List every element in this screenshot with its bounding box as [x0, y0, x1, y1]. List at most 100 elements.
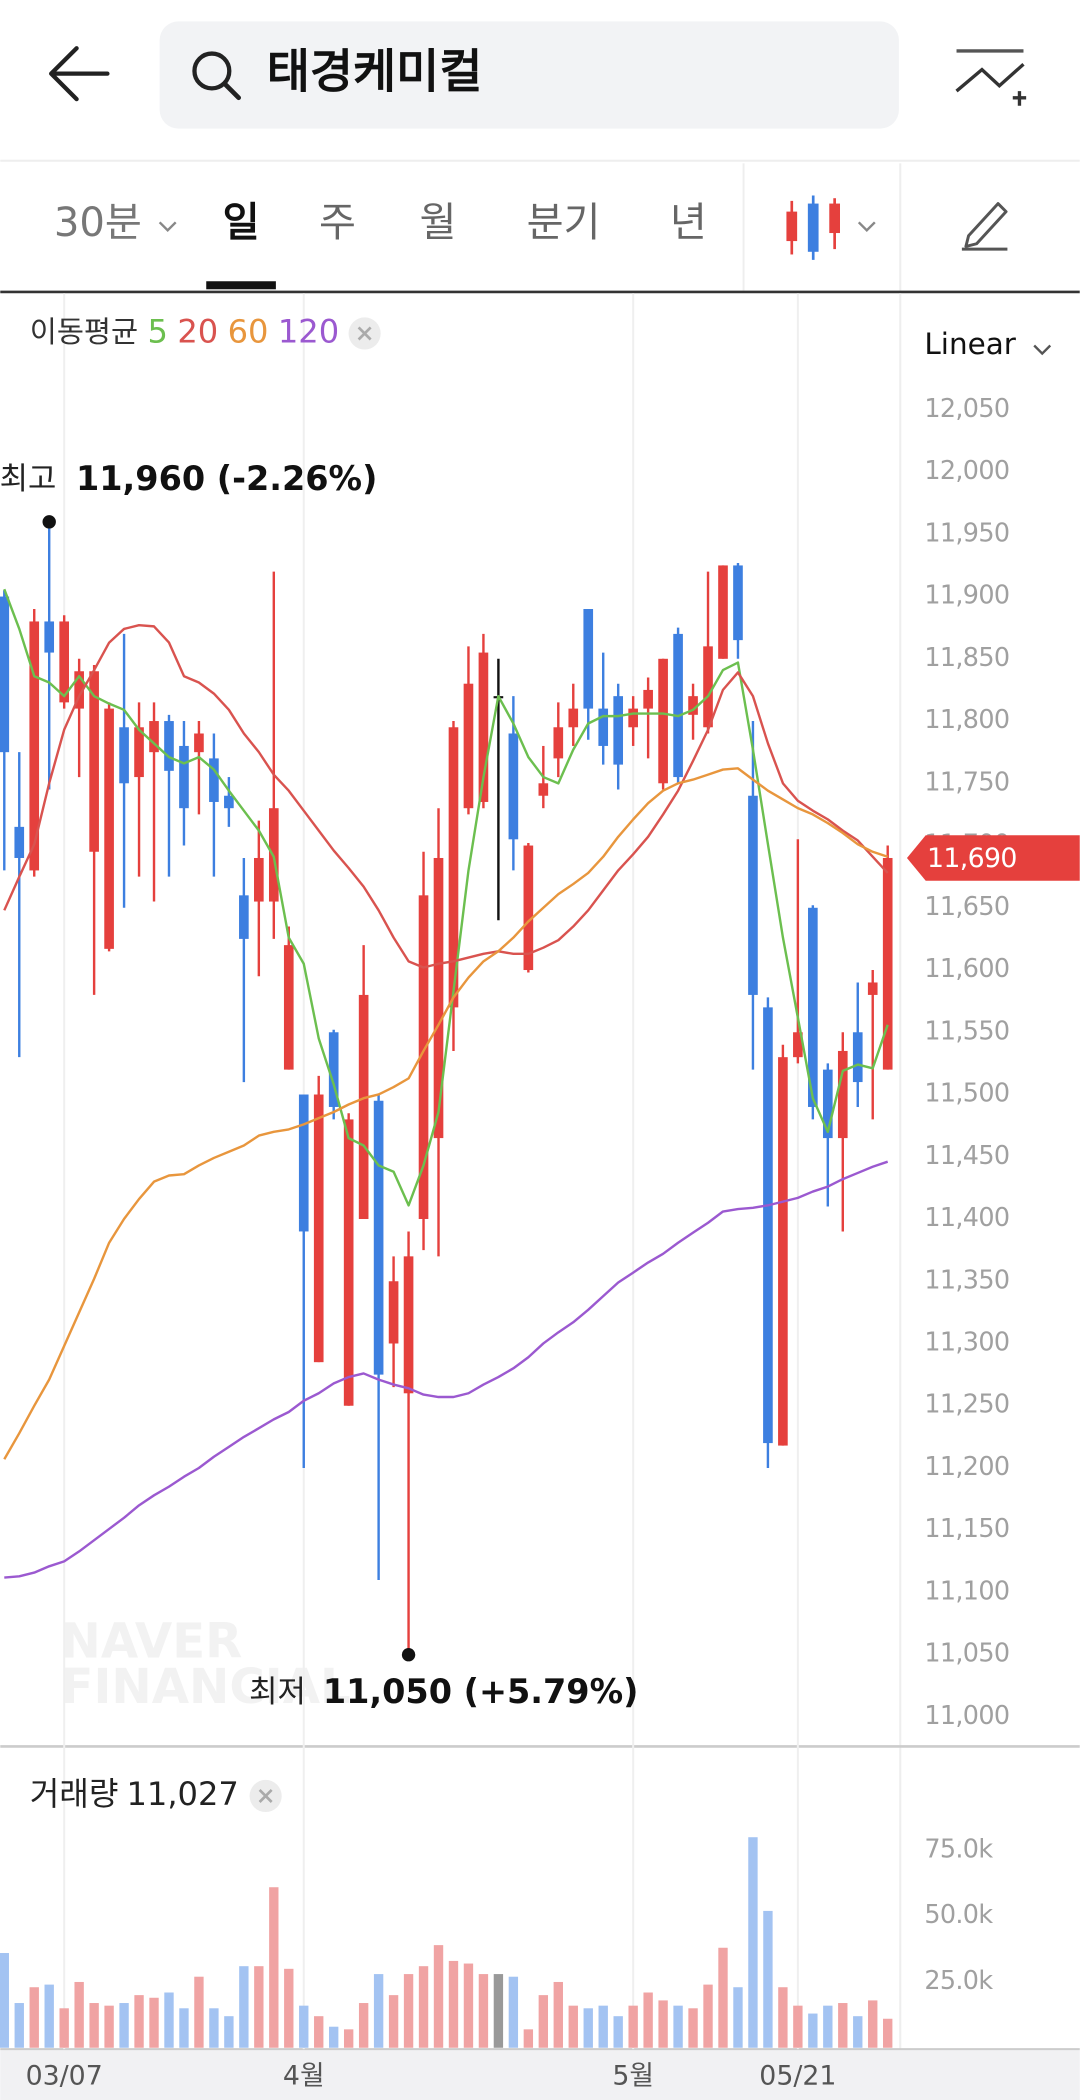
low-marker [401, 1648, 416, 1662]
volume-bar [373, 1974, 384, 2048]
candle-body [298, 1094, 309, 1232]
candle-body [478, 652, 489, 802]
close-icon [357, 326, 372, 341]
candle-body [418, 895, 429, 1220]
y-tick-label: 11,500 [924, 1078, 1009, 1108]
volume-bar [673, 2005, 683, 2048]
watermark: FINANCIAL [61, 1659, 351, 1715]
candle-body [822, 1069, 833, 1139]
candle-body [583, 609, 594, 709]
candle-body [149, 721, 159, 753]
candle-body [733, 565, 743, 641]
volume-bar [478, 1974, 489, 2048]
volume-bar [703, 1984, 713, 2048]
ma-line [4, 1160, 889, 1579]
stock-name: 태경케미컬 [267, 45, 483, 100]
candle-body [403, 1256, 414, 1394]
candle-body [703, 646, 713, 728]
candle-body [254, 857, 264, 902]
period-tab[interactable]: 월 [419, 200, 456, 246]
volume-bar [329, 2026, 339, 2048]
y-tick-label: 11,250 [924, 1389, 1009, 1419]
volume-bar [44, 1984, 54, 2048]
volume-bar [523, 2029, 534, 2048]
volume-bar [254, 1966, 264, 2048]
volume-bar [883, 2018, 893, 2048]
period-tabs: 30분 일 주 월 분기 년 [54, 200, 707, 290]
candle-body [104, 708, 114, 949]
period-tab[interactable]: 년 [670, 200, 707, 246]
period-tab[interactable]: 분기 [527, 200, 601, 246]
candle-body [283, 945, 294, 1070]
back-button[interactable] [49, 46, 110, 102]
period-tab[interactable]: 30분 [54, 200, 142, 246]
candle-body [194, 733, 204, 753]
x-tick-label: 4월 [283, 2061, 325, 2092]
candle-body [613, 696, 624, 765]
volume-bar [598, 2005, 608, 2048]
candle-body [29, 621, 40, 871]
candle-body [867, 982, 878, 995]
volume-bar [463, 1963, 474, 2048]
active-tab-underline [206, 281, 276, 290]
search-box[interactable] [159, 21, 899, 129]
y-tick-label: 11,900 [924, 580, 1009, 610]
scale-dropdown[interactable]: Linear [924, 327, 1052, 361]
x-tick-label: 05/21 [759, 2061, 836, 2092]
y-tick-label: 11,800 [924, 704, 1009, 734]
y-tick-label: 11,750 [924, 766, 1009, 796]
candle-body [763, 1007, 773, 1444]
candle-body [882, 857, 893, 1070]
candle-body [553, 727, 564, 759]
y-tick-label: 11,350 [924, 1264, 1009, 1294]
volume-bar [403, 1974, 414, 2048]
search-icon [192, 51, 242, 101]
candle-body [89, 671, 99, 852]
candle-body [837, 1050, 848, 1139]
legend-entry[interactable]: 20 [177, 312, 218, 350]
legend-entry[interactable]: 5 [147, 312, 167, 350]
candle-body [658, 658, 668, 784]
legend-entry[interactable]: 120 [278, 312, 339, 350]
volume-bar [763, 1910, 773, 2048]
volume-tick-label: 75.0k [924, 1833, 993, 1863]
low-label: 최저 [249, 1674, 306, 1710]
volume-bar [433, 1945, 444, 2048]
volume-bar [688, 2008, 698, 2048]
x-tick-label: 5월 [612, 2061, 654, 2092]
volume-bar [0, 1953, 9, 2048]
candle-body [778, 1057, 788, 1446]
candle-body [239, 895, 249, 939]
period-tab[interactable]: 일 [223, 200, 260, 246]
volume-bar [493, 1974, 504, 2048]
volume-bar [239, 1966, 249, 2048]
last-price-tag [906, 835, 1080, 881]
volume-bar [613, 2016, 623, 2048]
scale-label: Linear [924, 327, 1016, 361]
x-tick-label: 03/07 [26, 2061, 103, 2092]
volume-bar [59, 2008, 69, 2048]
compare-chart-button[interactable] [955, 49, 1027, 106]
candle-body [179, 745, 189, 809]
candle-body [852, 1032, 863, 1083]
candle-body [748, 795, 758, 995]
volume-bar [838, 2003, 848, 2048]
volume-bar [418, 1966, 429, 2048]
volume-bar [134, 1995, 144, 2048]
chart-style-button[interactable] [786, 195, 876, 260]
candle-body [598, 708, 609, 746]
y-tick-label: 12,000 [924, 455, 1009, 485]
draw-tool-button[interactable] [961, 202, 1008, 251]
volume-tick-label: 50.0k [924, 1899, 993, 1929]
volume-bar [209, 2008, 219, 2048]
candle-body [44, 621, 55, 653]
volume-bar [583, 2008, 593, 2048]
legend-entry[interactable]: 60 [228, 312, 269, 350]
period-tab[interactable]: 주 [319, 200, 356, 246]
back-arrow [49, 46, 110, 102]
volume-bar [778, 1987, 788, 2048]
volume-bar [284, 1968, 294, 2048]
candle-body [388, 1281, 399, 1344]
y-tick-label: 11,450 [924, 1140, 1009, 1170]
